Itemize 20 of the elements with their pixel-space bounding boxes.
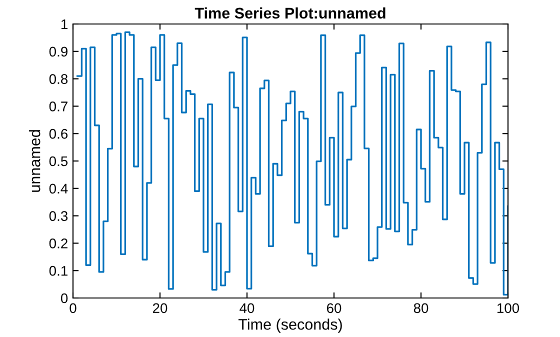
x-axis-title: Time (seconds) bbox=[238, 318, 342, 333]
x-tick-label: 40 bbox=[240, 303, 254, 314]
y-tick-label: 0.9 bbox=[49, 46, 68, 57]
chart-title: Time Series Plot:unnamed bbox=[194, 7, 386, 19]
y-tick-label: 0.1 bbox=[49, 266, 68, 276]
y-tick-label: 0 bbox=[60, 293, 68, 304]
x-tick-label: 0 bbox=[70, 303, 76, 314]
y-tick-label: 0.6 bbox=[49, 128, 68, 139]
y-tick-label: 0.4 bbox=[49, 184, 68, 194]
y-tick-label: 0.5 bbox=[49, 156, 68, 166]
y-tick-label: 0.8 bbox=[49, 74, 68, 84]
x-tick-label: 60 bbox=[326, 303, 342, 314]
y-tick-label: 1 bbox=[61, 19, 68, 30]
x-tick-label: 20 bbox=[152, 303, 168, 314]
y-tick-label: 0.7 bbox=[49, 102, 68, 112]
y-tick-label: 0.2 bbox=[49, 238, 68, 248]
x-tick-label: 100 bbox=[497, 303, 520, 314]
x-tick-label: 80 bbox=[414, 303, 428, 314]
y-axis-title: unnamed bbox=[29, 130, 40, 192]
y-tick-label: 0.3 bbox=[49, 211, 68, 221]
